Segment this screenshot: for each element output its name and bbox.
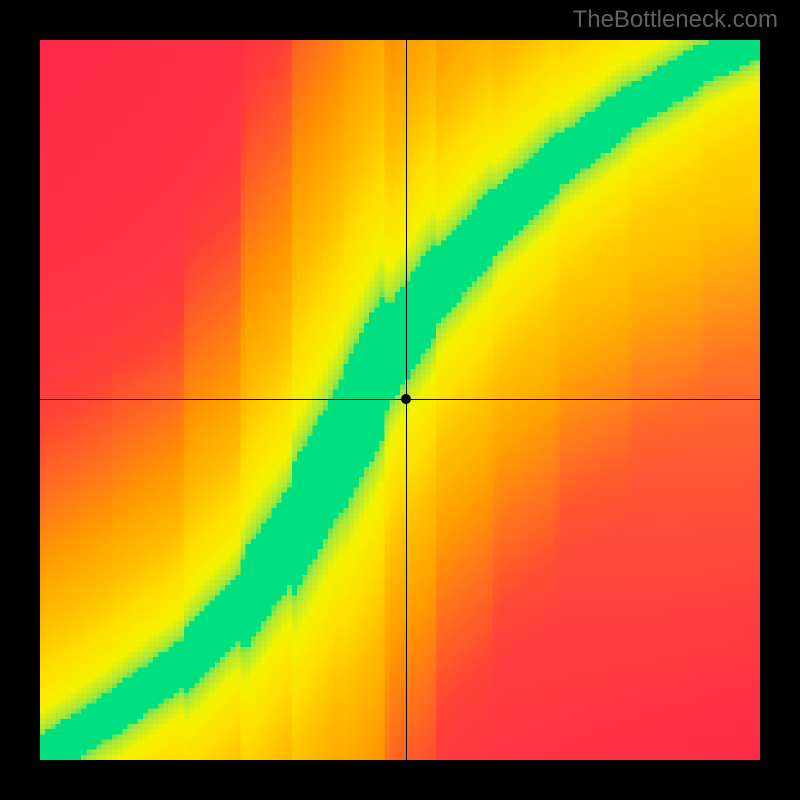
marker-point bbox=[401, 394, 411, 404]
heatmap-plot bbox=[40, 40, 760, 760]
watermark-text: TheBottleneck.com bbox=[573, 6, 778, 34]
